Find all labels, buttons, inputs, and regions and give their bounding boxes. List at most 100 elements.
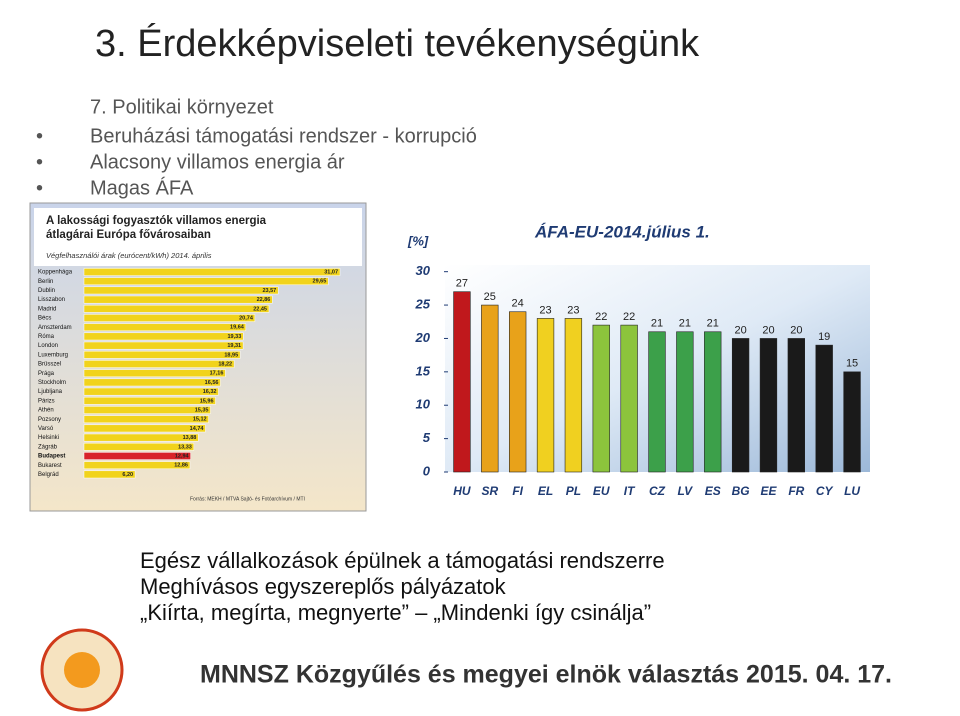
bar — [83, 360, 235, 368]
category-label: Ljubljana — [38, 389, 63, 395]
bullet: Magas ÁFA — [90, 176, 194, 199]
logo-sun — [64, 652, 100, 688]
x-tick-label: CY — [816, 484, 834, 498]
value-label: 18,95 — [224, 352, 238, 358]
category-label: Budapest — [38, 454, 65, 460]
value-label: 15 — [846, 358, 858, 370]
value-label: 22,86 — [257, 297, 271, 303]
value-label: 22,45 — [253, 306, 267, 312]
category-label: Madrid — [38, 306, 56, 312]
left-chart-subtitle: Végfelhasználói árak (eurócent/kWh) 2014… — [46, 251, 212, 260]
value-label: 15,35 — [195, 407, 209, 413]
category-label: Bécs — [38, 316, 51, 322]
x-tick-label: FI — [512, 484, 523, 498]
x-tick-label: SR — [481, 484, 498, 498]
bar — [83, 369, 226, 378]
value-label: 6,20 — [122, 472, 133, 478]
bar — [83, 461, 191, 470]
bar — [815, 344, 833, 473]
x-tick-label: IT — [624, 484, 636, 498]
bar — [731, 338, 750, 473]
bar — [509, 311, 527, 473]
y-tick-label: 5 — [423, 430, 431, 445]
bar — [704, 331, 722, 473]
category-label: Brüsszel — [38, 362, 61, 368]
category-label: Athén — [38, 408, 54, 414]
bar — [83, 304, 270, 313]
value-label: 31,07 — [324, 269, 338, 275]
bar — [83, 442, 195, 451]
bar — [592, 324, 610, 473]
value-label: 21 — [679, 318, 691, 330]
bar — [83, 433, 199, 442]
bottom-bullet: Meghívásos egyszereplős pályázatok — [140, 574, 507, 599]
value-label: 16,32 — [203, 389, 217, 395]
category-label: Prága — [38, 371, 55, 377]
value-label: 23 — [539, 304, 551, 316]
category-label: Koppenhága — [38, 270, 73, 276]
category-label: Róma — [38, 334, 55, 340]
bar — [83, 350, 241, 359]
bar — [83, 396, 216, 405]
x-tick-label: EU — [593, 484, 610, 498]
bullet-dot: • — [36, 177, 43, 199]
y-tick-label: 25 — [415, 297, 431, 312]
value-label: 23,57 — [262, 288, 276, 294]
bar — [83, 286, 279, 295]
value-label: 19,31 — [227, 343, 241, 349]
category-label: Zágráb — [38, 444, 58, 450]
value-label: 20,74 — [239, 315, 254, 321]
y-axis-label: [%] — [407, 233, 429, 248]
x-tick-label: LU — [844, 484, 860, 498]
bullet: Beruházási támogatási rendszer - korrupc… — [90, 125, 477, 147]
category-label: Luxemburg — [38, 352, 68, 358]
bar — [83, 415, 209, 424]
section: 7. Politikai környezet — [90, 96, 274, 118]
logo — [40, 628, 124, 712]
x-tick-label: CZ — [649, 484, 666, 498]
value-label: 13,33 — [178, 444, 192, 450]
value-label: 12,86 — [174, 463, 188, 469]
value-label: 24 — [512, 298, 524, 310]
category-label: Stockholm — [38, 380, 66, 386]
category-label: Bukarest — [38, 463, 62, 469]
bar — [83, 268, 341, 276]
left-chart-header — [34, 208, 362, 266]
slide-title: 3. Érdekképviseleti tevékenységünk — [95, 22, 700, 65]
x-tick-label: FR — [788, 484, 804, 498]
bar — [83, 387, 219, 396]
x-tick-label: ES — [705, 484, 721, 498]
bar — [83, 452, 191, 460]
x-tick-label: EE — [760, 484, 777, 498]
bar — [83, 332, 244, 341]
x-tick-label: PL — [566, 484, 581, 498]
category-label: Amszterdam — [38, 325, 72, 331]
value-label: 20 — [790, 324, 802, 336]
value-label: 22 — [623, 311, 635, 323]
value-label: 25 — [484, 291, 496, 303]
bar — [83, 378, 221, 387]
value-label: 27 — [456, 278, 468, 290]
bar — [843, 371, 861, 473]
bar — [620, 324, 638, 473]
x-tick-label: LV — [678, 484, 694, 498]
value-label: 13,88 — [183, 435, 197, 441]
y-tick-label: 0 — [423, 463, 431, 478]
x-tick-label: HU — [453, 484, 471, 498]
value-label: 19 — [818, 331, 830, 343]
left-chart-title-box: A lakossági fogyasztók villamos energia … — [46, 215, 266, 241]
value-label: 12,94 — [175, 453, 190, 459]
y-tick-label: 20 — [415, 330, 431, 345]
value-label: 22 — [595, 311, 607, 323]
value-label: 23 — [567, 304, 579, 316]
x-tick-label: BG — [732, 484, 750, 498]
bar — [536, 318, 555, 473]
value-label: 14,74 — [190, 426, 205, 432]
value-label: 15,12 — [193, 417, 207, 423]
bar — [83, 424, 206, 433]
bottom-bullet: „Kiírta, megírta, megnyerte” – „Mindenki… — [140, 600, 651, 625]
value-label: 17,16 — [210, 371, 224, 377]
bar — [83, 341, 244, 350]
bar — [83, 314, 256, 322]
bar — [564, 318, 583, 473]
